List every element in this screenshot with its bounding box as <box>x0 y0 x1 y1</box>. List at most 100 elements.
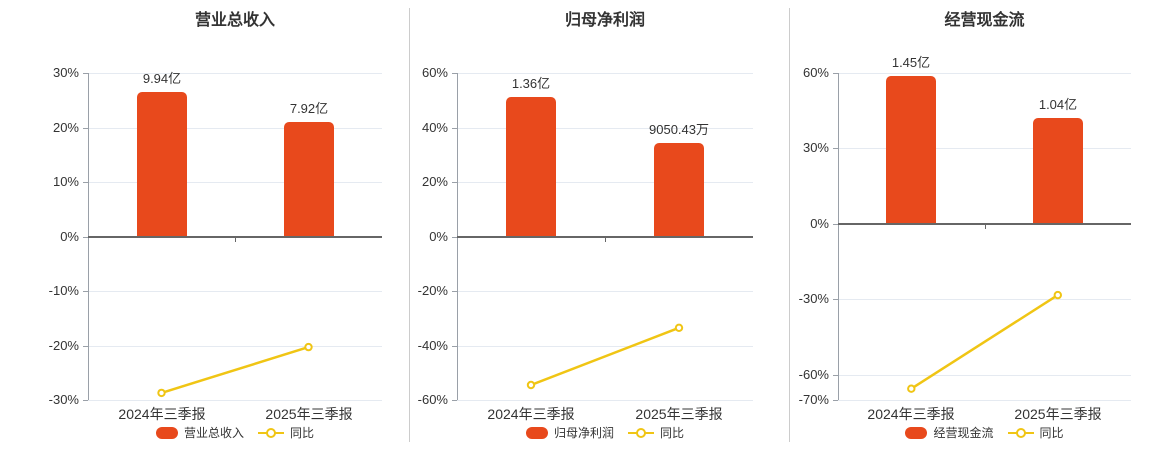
x-axis-label-2025-q3: 2025年三季报 <box>635 406 723 422</box>
yoy-line-chart <box>157 342 313 398</box>
yoy-marker-2024-q3[interactable] <box>157 388 166 398</box>
y-axis-tick <box>833 400 838 401</box>
gridline <box>838 73 1131 74</box>
yoy-marker-2025-q3[interactable] <box>304 342 313 352</box>
y-axis-tick <box>452 237 457 238</box>
yoy-marker-2024-q3[interactable] <box>907 384 916 393</box>
chart-panel-net-profit: 归母净利润 60% 40% 20% 0% -20% -40% -60% 1.36亿 2024年三季… <box>410 0 790 450</box>
y-axis-tick <box>83 182 88 183</box>
y-axis-tick <box>452 182 457 183</box>
y-tick-label: 30% <box>802 140 829 155</box>
bar-operating-cash-flow-2024-q3[interactable] <box>886 76 936 224</box>
legend-label: 营业总收入 <box>183 426 244 440</box>
bar-series-swatch <box>525 427 548 439</box>
gridline <box>457 128 753 129</box>
yoy-line <box>530 326 680 387</box>
chart-title: 归母净利润 <box>564 12 645 29</box>
y-axis-tick <box>83 346 88 347</box>
x-axis-tick <box>605 238 606 242</box>
legend: 归母净利润 同比 <box>457 425 753 441</box>
y-tick-label: 40% <box>421 120 448 135</box>
bar-net-profit-2025-q3[interactable] <box>654 143 704 237</box>
gridline <box>457 346 753 347</box>
zero-axis-line <box>838 223 1131 225</box>
chart-title: 营业总收入 <box>194 12 275 29</box>
gridline <box>88 346 382 347</box>
y-axis-tick <box>83 400 88 401</box>
y-tick-label: 10% <box>52 174 79 189</box>
y-axis-tick <box>83 73 88 74</box>
y-axis-tick <box>452 73 457 74</box>
legend: 经营现金流 同比 <box>838 425 1131 441</box>
legend-item-operating-revenue[interactable]: 营业总收入 <box>155 425 244 441</box>
gridline <box>88 73 382 74</box>
gridline <box>838 299 1131 300</box>
bar-value-label: 1.04亿 <box>1038 97 1078 112</box>
y-tick-label: -20% <box>48 338 79 353</box>
x-axis-label-2025-q3: 2025年三季报 <box>1014 406 1102 422</box>
x-axis-label-2024-q3: 2024年三季报 <box>487 406 575 422</box>
bar-series-swatch <box>905 427 928 439</box>
y-axis-tick <box>833 73 838 74</box>
y-tick-label: -20% <box>417 283 448 298</box>
gridline <box>88 128 382 129</box>
y-axis-tick <box>833 224 838 225</box>
zero-axis-line <box>457 236 753 238</box>
gridline <box>838 375 1131 376</box>
gridline <box>457 291 753 292</box>
y-axis-tick <box>833 299 838 300</box>
y-tick-label: -30% <box>48 392 79 407</box>
legend-label: 归母净利润 <box>553 426 614 440</box>
y-axis-tick <box>452 346 457 347</box>
legend: 营业总收入 同比 <box>88 425 382 441</box>
panel-divider <box>409 8 410 442</box>
yoy-marker-2025-q3[interactable] <box>1053 290 1062 300</box>
bar-operating-cash-flow-2025-q3[interactable] <box>1033 118 1083 224</box>
gridline <box>457 73 753 74</box>
yoy-series-swatch <box>628 427 654 439</box>
x-axis-tick <box>985 225 986 229</box>
bar-series-swatch <box>155 427 178 439</box>
yoy-marker-2024-q3[interactable] <box>526 380 536 390</box>
y-axis-tick <box>833 375 838 376</box>
bar-net-profit-2024-q3[interactable] <box>506 97 556 237</box>
bar-value-label: 7.92亿 <box>289 101 329 116</box>
panel-divider <box>789 8 790 442</box>
y-tick-label: 0% <box>60 229 79 244</box>
gridline <box>457 400 753 401</box>
bar-value-label: 9050.43万 <box>649 122 709 137</box>
y-axis-tick <box>452 128 457 129</box>
gridline <box>838 148 1131 149</box>
y-tick-label: -60% <box>417 392 448 407</box>
legend-item-operating-cash-flow[interactable]: 经营现金流 <box>905 425 994 441</box>
legend-label: 同比 <box>1039 426 1064 440</box>
y-tick-label: 30% <box>52 65 79 80</box>
bar-value-label: 1.36亿 <box>511 76 551 91</box>
yoy-line <box>910 294 1059 390</box>
x-axis-label-2024-q3: 2024年三季报 <box>867 406 955 422</box>
y-tick-label: -60% <box>798 367 829 382</box>
yoy-line-chart <box>526 323 684 390</box>
legend-item-yoy[interactable]: 同比 <box>628 425 684 441</box>
legend-item-yoy[interactable]: 同比 <box>258 425 314 441</box>
chart-title: 经营现金流 <box>944 12 1025 29</box>
legend-item-net-profit[interactable]: 归母净利润 <box>525 425 614 441</box>
y-axis-tick <box>83 128 88 129</box>
yoy-swatch-circle <box>266 428 276 438</box>
zero-axis-line <box>88 236 382 238</box>
yoy-series-swatch <box>1007 427 1034 439</box>
y-tick-label: 0% <box>429 229 448 244</box>
yoy-line <box>161 345 309 395</box>
y-axis-tick <box>452 400 457 401</box>
bar-operating-revenue-2025-q3[interactable] <box>284 122 334 237</box>
gridline <box>457 182 753 183</box>
y-axis-tick <box>833 148 838 149</box>
y-axis-tick <box>83 291 88 292</box>
chart-panel-operating-cash-flow: 经营现金流 60% 30% 0% -30% -60% -70% 1.45亿 2024年三季报 1.… <box>790 0 1160 450</box>
legend-item-yoy[interactable]: 同比 <box>1007 425 1064 441</box>
bar-operating-revenue-2024-q3[interactable] <box>137 92 187 237</box>
yoy-marker-2025-q3[interactable] <box>674 323 684 332</box>
y-axis-tick <box>452 291 457 292</box>
yoy-series-swatch <box>258 427 284 439</box>
chart-panel-operating-revenue: 营业总收入 30% 20% 10% 0% -10% -20% -30% 9.94亿 2024年三季… <box>0 0 410 450</box>
